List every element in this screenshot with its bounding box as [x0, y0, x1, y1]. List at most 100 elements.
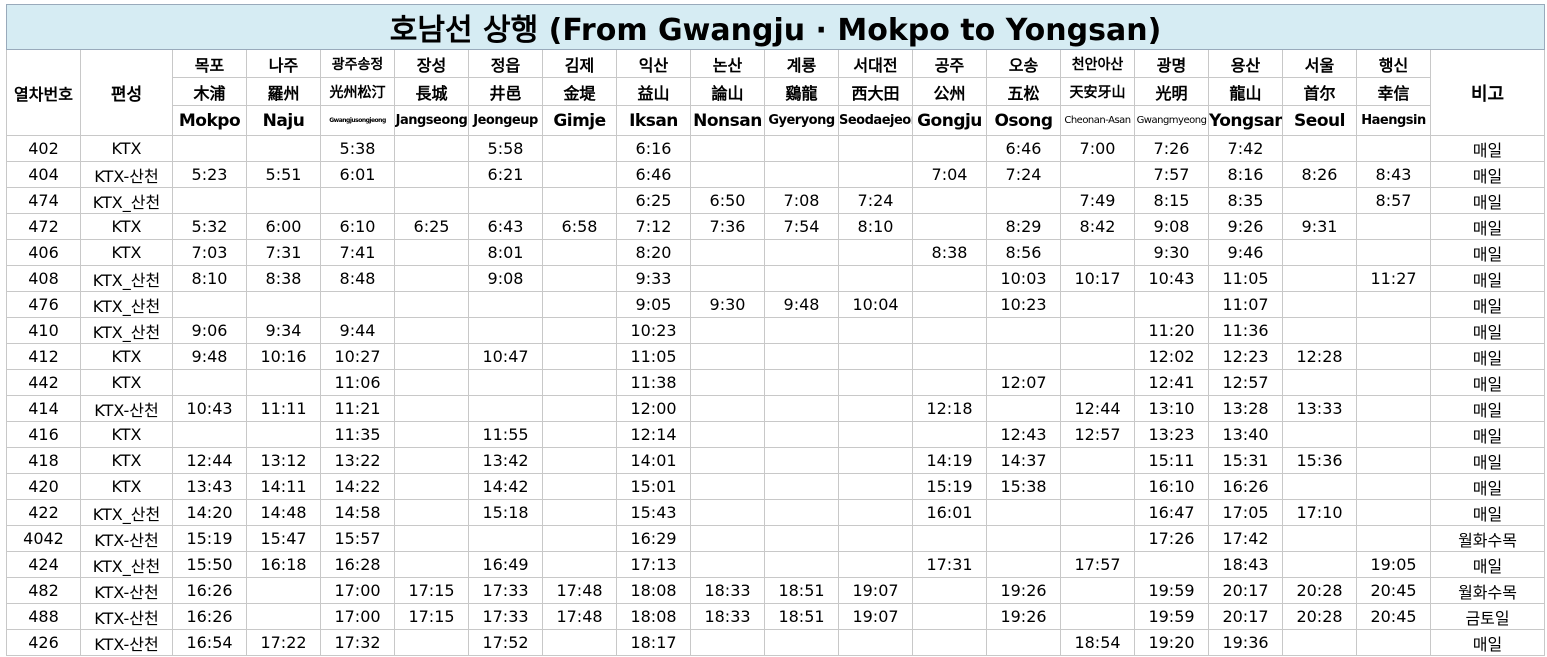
departure-time: 6:58	[542, 213, 617, 240]
departure-time: 14:11	[246, 473, 321, 500]
train-row: 442 KTX 11:06 11:38 12:07 12:41 12:57 매일	[6, 369, 1546, 396]
departure-time: 9:26	[1208, 213, 1283, 240]
train-number: 482	[6, 577, 81, 604]
remark: 매일	[1429, 343, 1546, 370]
departure-time: 20:28	[1282, 603, 1357, 630]
departure-time: 18:33	[690, 577, 765, 604]
train-type: KTX_산천	[80, 551, 173, 578]
departure-time	[838, 525, 913, 552]
departure-time: 10:23	[616, 317, 691, 344]
station-hanja: 羅州	[246, 77, 321, 106]
departure-time	[838, 421, 913, 448]
departure-time	[394, 629, 469, 656]
train-number: 488	[6, 603, 81, 630]
departure-time: 9:08	[468, 265, 543, 292]
departure-time: 7:42	[1208, 135, 1283, 162]
station-hanja: 金堤	[542, 77, 617, 106]
departure-time: 15:43	[616, 499, 691, 526]
departure-time	[542, 447, 617, 474]
departure-time	[838, 343, 913, 370]
train-type: KTX_산천	[80, 265, 173, 292]
departure-time	[690, 317, 765, 344]
departure-time	[764, 525, 839, 552]
station-korean: 공주	[912, 49, 987, 78]
train-row: 402 KTX 5:38 5:58 6:16 6:46 7:00 7:26 7:42 매일	[6, 135, 1546, 162]
title-row: 호남선 상행 (From Gwangju · Mokpo to Yongsan)	[5, 4, 1546, 50]
train-row: 488 KTX-산천 16:26 17:00 17:15 17:33 17:48 18:08 1…	[6, 603, 1546, 630]
departure-time: 8:42	[1060, 213, 1135, 240]
station-korean: 천안아산	[1060, 49, 1135, 78]
remark: 매일	[1429, 291, 1546, 318]
station-hanja: 西大田	[838, 77, 913, 106]
train-number: 404	[6, 161, 81, 188]
departure-time	[912, 421, 987, 448]
departure-time	[690, 395, 765, 422]
timetable: 호남선 상행 (From Gwangju · Mokpo to Yongsan)…	[5, 4, 1546, 656]
departure-time	[1356, 135, 1431, 162]
departure-time: 15:57	[320, 525, 395, 552]
header-row: 木浦 羅州 光州松汀 長城 井邑 金堤 益山 論山 鷄龍 西大田 公州 五松 天安牙山 光明 龍山 首尔 幸信	[7, 77, 1545, 106]
departure-time	[172, 369, 247, 396]
train-number: 476	[6, 291, 81, 318]
train-number: 414	[6, 395, 81, 422]
departure-time: 17:15	[394, 577, 469, 604]
remark: 매일	[1429, 135, 1546, 162]
departure-time: 15:11	[1134, 447, 1209, 474]
departure-time: 19:59	[1134, 577, 1209, 604]
departure-time: 16:26	[172, 577, 247, 604]
departure-time	[1356, 499, 1431, 526]
departure-time: 7:26	[1134, 135, 1209, 162]
station-english: Gimje	[542, 105, 617, 136]
departure-time	[690, 343, 765, 370]
departure-time	[1060, 525, 1135, 552]
departure-time	[468, 395, 543, 422]
departure-time	[542, 525, 617, 552]
departure-time	[1282, 239, 1357, 266]
departure-time: 14:01	[616, 447, 691, 474]
departure-time: 15:36	[1282, 447, 1357, 474]
train-row: 472 KTX 5:32 6:00 6:10 6:25 6:43 6:58 7:12 7:36 7:…	[6, 213, 1546, 240]
departure-time: 7:41	[320, 239, 395, 266]
departure-time: 12:44	[172, 447, 247, 474]
departure-time: 10:47	[468, 343, 543, 370]
departure-time	[912, 577, 987, 604]
departure-time: 12:00	[616, 395, 691, 422]
departure-time	[912, 187, 987, 214]
train-type: KTX_산천	[80, 187, 173, 214]
departure-time: 12:18	[912, 395, 987, 422]
departure-time	[1282, 317, 1357, 344]
departure-time	[542, 187, 617, 214]
departure-time: 8:48	[320, 265, 395, 292]
departure-time: 13:40	[1208, 421, 1283, 448]
station-english: Iksan	[616, 105, 691, 136]
departure-time	[764, 265, 839, 292]
departure-time: 16:26	[172, 603, 247, 630]
departure-time	[1060, 317, 1135, 344]
departure-time	[542, 265, 617, 292]
station-hanja: 幸信	[1356, 77, 1431, 106]
departure-time	[394, 265, 469, 292]
departure-time: 8:29	[986, 213, 1061, 240]
departure-time: 8:20	[616, 239, 691, 266]
train-number: 4042	[6, 525, 81, 552]
departure-time: 7:00	[1060, 135, 1135, 162]
departure-time: 19:26	[986, 577, 1061, 604]
station-english: Jangseong	[394, 105, 469, 136]
departure-time	[394, 447, 469, 474]
remark: 매일	[1429, 447, 1546, 474]
departure-time	[912, 213, 987, 240]
departure-time	[764, 499, 839, 526]
departure-time	[246, 135, 321, 162]
departure-time	[1134, 551, 1209, 578]
departure-time: 7:54	[764, 213, 839, 240]
departure-time: 20:45	[1356, 603, 1431, 630]
departure-time	[912, 603, 987, 630]
departure-time: 18:08	[616, 603, 691, 630]
departure-time: 9:08	[1134, 213, 1209, 240]
departure-time	[986, 525, 1061, 552]
departure-time: 7:03	[172, 239, 247, 266]
train-number: 472	[6, 213, 81, 240]
station-hanja: 鷄龍	[764, 77, 839, 106]
remark: 매일	[1429, 187, 1546, 214]
departure-time: 9:30	[690, 291, 765, 318]
